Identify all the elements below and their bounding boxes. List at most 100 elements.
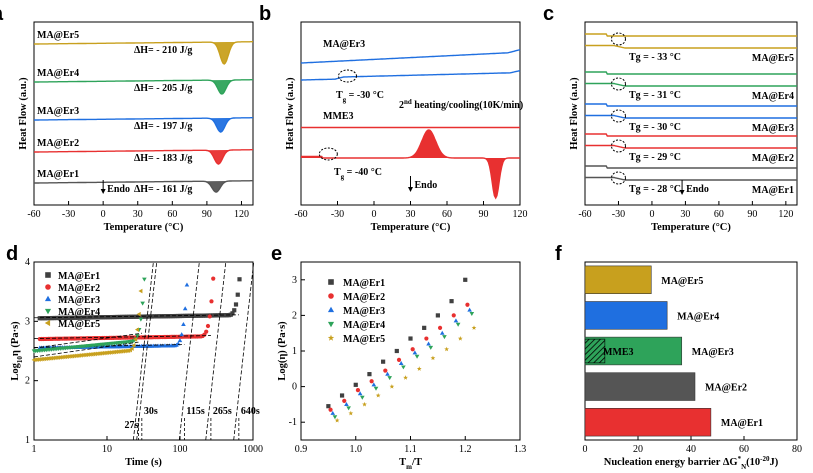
y-axis-label: Heat Flow (a.u.) (569, 77, 580, 150)
data-point (346, 406, 351, 411)
enthalpy-label: ΔH= - 197 J/g (134, 121, 192, 132)
x-tick-label: 1.3 (514, 444, 527, 455)
data-point (401, 365, 406, 370)
data-point (394, 348, 399, 354)
enthalpy-label: ΔH= - 183 J/g (134, 153, 192, 164)
data-point (142, 277, 147, 282)
y-tick-label: 3 (25, 316, 30, 327)
panel-e: 0.9 1.0 1.1 1.2 1.3 -1 0 1 2 3 Tm/T Log(η) (Pa·s) e M… (271, 243, 526, 471)
heat-flow-curve (34, 79, 253, 95)
bar-label: MA@Er2 (705, 383, 747, 394)
tg-label: Tg = - 33 °C (629, 52, 681, 63)
x-axis-label-part: -20 (760, 455, 770, 463)
heat-flow-curve (34, 117, 253, 133)
data-point (408, 336, 413, 341)
data-point (332, 415, 338, 420)
bar-label: MA@Er5 (661, 276, 703, 287)
x-axis-label-part: T (399, 457, 406, 468)
heat-flow-curve (585, 44, 797, 49)
heat-flow-curve (301, 129, 520, 200)
data-point (115, 349, 120, 355)
heat-flow-curve (585, 133, 797, 137)
data-point (87, 352, 92, 357)
data-point (42, 356, 47, 362)
data-point (103, 350, 108, 356)
x-tick-label: 1000 (243, 444, 263, 455)
data-point (437, 325, 443, 330)
data-point (211, 276, 216, 281)
peak-fill (34, 41, 253, 64)
x-tick-label: -60 (294, 209, 307, 220)
data-point (138, 317, 144, 322)
legend-marker (44, 308, 52, 315)
x-tick-label: 30 (680, 209, 690, 220)
legend-label: MA@Er3 (343, 306, 385, 317)
data-point (70, 353, 75, 359)
legend-label: MA@Er1 (58, 271, 100, 282)
x-axis-label-part: * (738, 455, 742, 463)
x-tick-label: 0.9 (295, 444, 308, 455)
legend-label: MA@Er2 (343, 292, 385, 303)
panel-letter: c (543, 3, 554, 25)
data-point (129, 346, 134, 351)
data-point (135, 334, 140, 339)
gel-time-label: 27s (124, 420, 138, 431)
bar (584, 301, 668, 330)
data-point (369, 379, 374, 384)
data-point (387, 376, 393, 381)
heat-flow-curve (585, 33, 797, 37)
tg-label: Tg = - 28 °C (629, 184, 681, 195)
data-point (120, 348, 125, 354)
gel-time-label: 115s (186, 406, 204, 417)
data-point (410, 347, 415, 352)
x-axis-label-part: (10 (746, 457, 760, 468)
data-point (122, 348, 127, 354)
data-point (444, 346, 450, 352)
enthalpy-label: ΔH= - 210 J/g (134, 45, 192, 56)
data-point (38, 356, 43, 362)
endo-label: Endo (686, 184, 709, 195)
data-point (56, 355, 61, 360)
data-point (82, 352, 87, 358)
x-tick-label: 1.1 (404, 444, 417, 455)
data-point (43, 356, 48, 362)
tg-label-part: = -30 °C (346, 90, 384, 101)
y-axis-label-part: Log (10, 362, 21, 380)
legend-marker (327, 321, 335, 328)
data-point (330, 410, 336, 415)
data-point (140, 301, 145, 306)
data-point (75, 353, 80, 358)
data-point (77, 353, 82, 358)
series-label: MA@Er5 (752, 53, 794, 64)
tangent-line (33, 341, 139, 358)
data-point (422, 325, 427, 330)
data-point (381, 359, 386, 364)
data-point (40, 356, 45, 362)
tg-circle (610, 139, 626, 153)
data-point (98, 351, 103, 356)
legend-label: MA@Er1 (343, 278, 385, 289)
x-tick-label: 0 (101, 209, 106, 220)
tg-circle (610, 109, 626, 123)
x-tick-label: 30 (406, 209, 416, 220)
heat-flow-curve (585, 103, 797, 107)
legend-marker (45, 284, 51, 290)
heating-note-part: heating/cooling(10K/min) (412, 100, 523, 111)
bar-label: MA@Er1 (721, 418, 763, 429)
data-point (96, 351, 101, 356)
x-axis-label-part: /T (411, 457, 422, 468)
data-point (64, 354, 69, 359)
tangent-line (33, 314, 239, 319)
data-point (334, 417, 340, 423)
data-point (57, 355, 62, 360)
x-tick-label: -30 (331, 209, 344, 220)
endo-label: Endo (107, 184, 130, 195)
y-axis-label-part: η (Pa·s) (10, 321, 21, 356)
bar (584, 372, 696, 401)
series-label: MA@Er5 (37, 30, 79, 41)
inset-bar (584, 338, 606, 364)
data-point (45, 356, 50, 361)
x-axis-label: Temperature (°C) (651, 222, 731, 233)
heat-flow-curve (301, 69, 521, 81)
